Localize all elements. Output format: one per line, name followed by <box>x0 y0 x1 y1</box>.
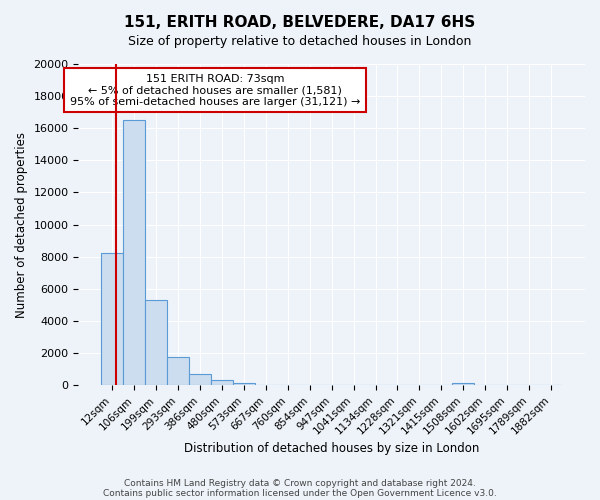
Text: 151 ERITH ROAD: 73sqm
← 5% of detached houses are smaller (1,581)
95% of semi-de: 151 ERITH ROAD: 73sqm ← 5% of detached h… <box>70 74 361 107</box>
Y-axis label: Number of detached properties: Number of detached properties <box>15 132 28 318</box>
Text: Contains public sector information licensed under the Open Government Licence v3: Contains public sector information licen… <box>103 488 497 498</box>
Bar <box>452 383 474 385</box>
Text: Size of property relative to detached houses in London: Size of property relative to detached ho… <box>128 35 472 48</box>
Bar <box>167 357 189 385</box>
Bar <box>124 120 145 385</box>
Bar <box>189 374 211 385</box>
Text: 151, ERITH ROAD, BELVEDERE, DA17 6HS: 151, ERITH ROAD, BELVEDERE, DA17 6HS <box>124 15 476 30</box>
Bar <box>101 254 124 385</box>
X-axis label: Distribution of detached houses by size in London: Distribution of detached houses by size … <box>184 442 479 455</box>
Text: Contains HM Land Registry data © Crown copyright and database right 2024.: Contains HM Land Registry data © Crown c… <box>124 478 476 488</box>
Bar <box>145 300 167 385</box>
Bar <box>233 383 255 385</box>
Bar <box>211 380 233 385</box>
